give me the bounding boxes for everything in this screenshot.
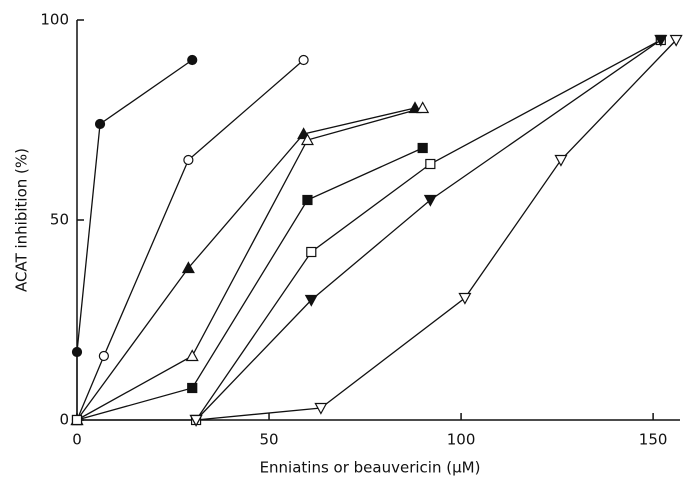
- x-tick-label: 50: [259, 431, 278, 449]
- x-tick-label: 100: [447, 431, 476, 449]
- series-line: [76, 107, 416, 421]
- marker: [423, 194, 437, 207]
- x-tick-label: 150: [639, 431, 668, 449]
- marker: [669, 34, 683, 47]
- marker: [458, 292, 472, 305]
- marker: [554, 154, 568, 167]
- series-line: [196, 39, 677, 421]
- marker: [187, 54, 198, 66]
- marker: [306, 246, 317, 258]
- y-tick-label: 50: [50, 211, 69, 229]
- series-line: [76, 107, 423, 421]
- marker: [71, 414, 83, 426]
- x-axis-label: Enniatins or beauvericin (μM): [260, 459, 481, 477]
- marker: [300, 133, 314, 146]
- marker: [189, 414, 203, 427]
- marker: [417, 142, 428, 154]
- x-tick-label: 0: [72, 431, 82, 449]
- marker: [425, 158, 436, 170]
- y-axis-label: ACAT inhibition (%): [13, 148, 31, 292]
- marker: [71, 346, 83, 358]
- marker: [181, 261, 195, 274]
- series-line: [76, 59, 193, 420]
- marker: [298, 54, 309, 66]
- marker: [416, 101, 430, 114]
- marker: [314, 402, 328, 415]
- marker: [185, 349, 199, 362]
- series-line: [76, 147, 423, 421]
- marker: [654, 34, 668, 47]
- marker: [304, 294, 318, 307]
- series-line: [195, 39, 662, 421]
- y-tick-label: 100: [40, 11, 69, 29]
- series-line: [77, 39, 662, 421]
- marker: [187, 382, 198, 394]
- marker: [94, 118, 106, 130]
- marker: [302, 194, 313, 206]
- marker: [98, 350, 109, 362]
- series-line: [76, 59, 305, 421]
- marker: [183, 154, 194, 166]
- y-tick-label: 0: [59, 411, 69, 429]
